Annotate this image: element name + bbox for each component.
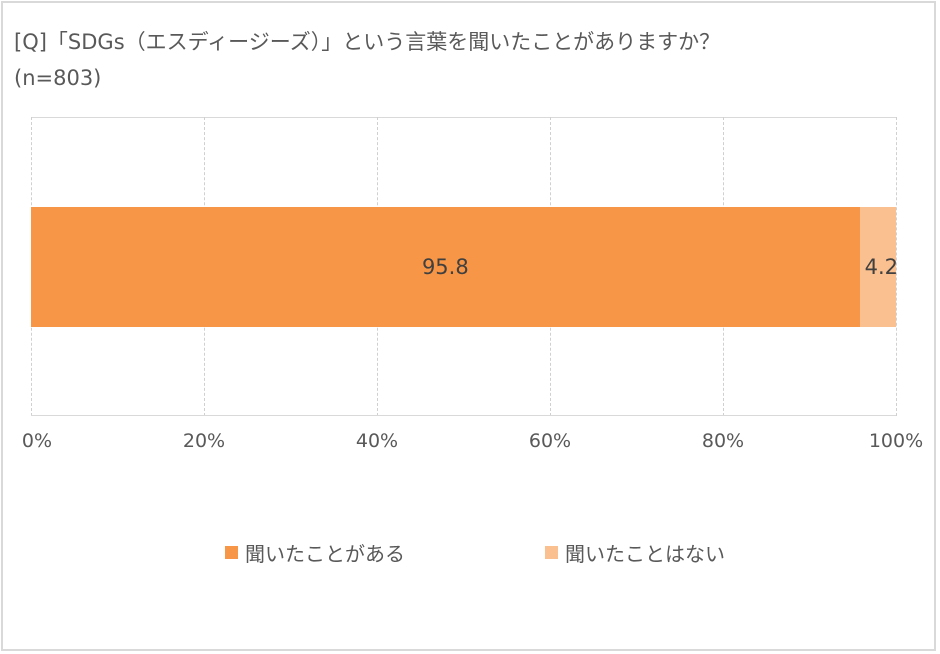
legend-swatch-heard <box>225 546 238 559</box>
legend: 聞いたことがある 聞いたことはない <box>0 538 940 570</box>
legend-item-heard: 聞いたことがある <box>225 538 405 567</box>
legend-label-heard: 聞いたことがある <box>245 542 405 566</box>
tick-20: 20% <box>182 430 226 452</box>
plot-top-border <box>31 117 896 118</box>
chart-title: [Q]「SDGs（エスディージーズ）」という言葉を聞いたことがありますか？ (n… <box>14 24 720 96</box>
legend-swatch-not-heard <box>545 546 558 559</box>
plot-area: 95.8 4.2 <box>31 117 898 416</box>
gridline-100 <box>896 117 897 416</box>
tick-0: 0% <box>21 430 53 452</box>
chart-sample-size: (n=803) <box>14 66 102 90</box>
data-label-heard: 95.8 <box>421 255 469 279</box>
tick-60: 60% <box>528 430 572 452</box>
chart-question: [Q]「SDGs（エスディージーズ）」という言葉を聞いたことがありますか？ <box>14 30 721 54</box>
tick-100: 100% <box>868 430 924 452</box>
bar-segment-not-heard: 4.2 <box>859 207 898 327</box>
bar-segment-heard: 95.8 <box>31 207 860 327</box>
tick-80: 80% <box>701 430 745 452</box>
data-label-not-heard: 4.2 <box>864 255 898 279</box>
x-axis-ticks: 0% 20% 40% 60% 80% 100% <box>22 430 923 460</box>
x-axis-line <box>31 415 896 416</box>
legend-item-not-heard: 聞いたことはない <box>545 538 725 567</box>
tick-40: 40% <box>355 430 399 452</box>
legend-label-not-heard: 聞いたことはない <box>565 542 725 566</box>
stacked-bar: 95.8 4.2 <box>31 207 898 327</box>
